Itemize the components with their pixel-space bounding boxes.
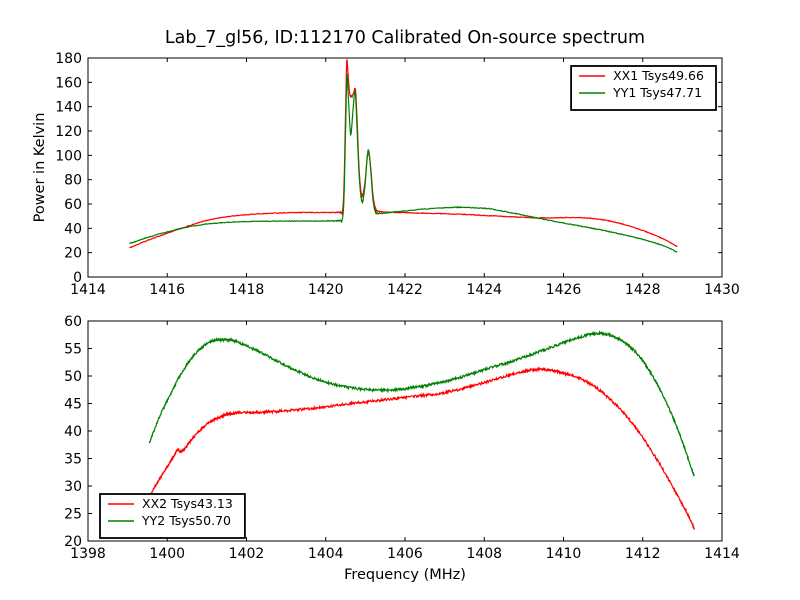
x-tick-label: 1418: [229, 282, 265, 298]
y-tick-label: 35: [64, 452, 82, 468]
x-tick-label: 1402: [229, 546, 265, 562]
x-axis-label: Frequency (MHz): [344, 567, 466, 583]
page-title: Lab_7_gl56, ID:112170 Calibrated On-sour…: [164, 28, 646, 48]
legend-box: [570, 65, 717, 111]
y-tick-label: 80: [64, 173, 82, 189]
y-tick-label: 25: [64, 507, 82, 523]
legend-label: YY1 Tsys47.71: [612, 85, 702, 100]
legend-box: [99, 493, 246, 539]
series-line-yy1: [129, 73, 678, 253]
x-tick-label: 1414: [704, 546, 740, 562]
x-tick-label: 1400: [149, 546, 185, 562]
legend-label: XX1 Tsys49.66: [613, 68, 704, 83]
x-tick-label: 1398: [70, 546, 106, 562]
y-tick-label: 20: [64, 246, 82, 262]
y-tick-label: 40: [64, 424, 82, 440]
y-tick-label: 180: [55, 51, 82, 67]
y-tick-label: 120: [55, 124, 82, 140]
y-tick-label: 45: [64, 397, 82, 413]
y-tick-label: 50: [64, 369, 82, 385]
y-tick-label: 20: [64, 534, 82, 550]
y-tick-label: 100: [55, 148, 82, 164]
y-tick-label: 40: [64, 221, 82, 237]
legend-label: XX2 Tsys43.13: [142, 496, 233, 511]
legend: XX1 Tsys49.66 YY1 Tsys47.71: [570, 65, 717, 111]
x-tick-label: 1416: [149, 282, 185, 298]
y-tick-label: 160: [55, 75, 82, 91]
y-tick-label: 0: [73, 270, 82, 286]
x-tick-label: 1412: [625, 546, 661, 562]
x-tick-label: 1404: [308, 546, 344, 562]
y-tick-label: 60: [64, 314, 82, 330]
x-tick-label: 1406: [387, 546, 423, 562]
y-tick-label: 60: [64, 197, 82, 213]
x-tick-label: 1414: [70, 282, 106, 298]
legend: XX2 Tsys43.13 YY2 Tsys50.70: [99, 493, 246, 539]
x-tick-label: 1408: [466, 546, 502, 562]
x-tick-label: 1424: [466, 282, 502, 298]
legend-label: YY2 Tsys50.70: [141, 513, 231, 528]
x-tick-label: 1426: [546, 282, 582, 298]
x-tick-label: 1428: [625, 282, 661, 298]
x-tick-label: 1422: [387, 282, 423, 298]
y-tick-label: 140: [55, 100, 82, 116]
y-tick-label: 30: [64, 479, 82, 495]
y-tick-label: 55: [64, 342, 82, 358]
x-tick-label: 1420: [308, 282, 344, 298]
chart-bottom: 1398 1400 1402 1404 1406 1408 1410 1412 1414 20 25…: [64, 314, 740, 583]
x-tick-label: 1430: [704, 282, 740, 298]
series-line-yy2: [148, 330, 695, 477]
series-line-xx1: [129, 59, 678, 249]
x-tick-label: 1410: [546, 546, 582, 562]
chart-top: 1414 1416 1418 1420 1422 1424 1426 1428 1430 0 20 4…: [32, 51, 740, 298]
series-line-xx2: [145, 366, 695, 530]
y-axis-label: Power in Kelvin: [32, 113, 48, 223]
